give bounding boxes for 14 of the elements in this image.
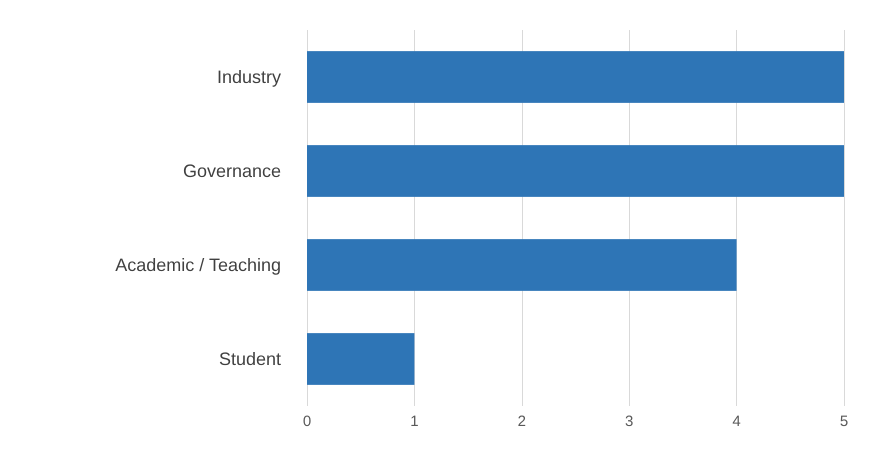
x-tick-label: 2 (518, 413, 526, 430)
bar (307, 145, 844, 197)
x-tick-label: 1 (410, 413, 419, 430)
y-tick-label: Governance (182, 161, 281, 181)
y-tick-label: Industry (216, 67, 281, 87)
y-tick-label: Student (218, 349, 281, 369)
x-tick-label: 5 (840, 413, 848, 430)
x-tick-label: 3 (625, 413, 634, 430)
x-tick-label: 4 (732, 413, 741, 430)
bar (307, 333, 414, 385)
bar (307, 51, 844, 103)
x-tick-label: 0 (302, 413, 312, 430)
bar (307, 239, 737, 291)
y-tick-label: Academic / Teaching (115, 255, 281, 275)
